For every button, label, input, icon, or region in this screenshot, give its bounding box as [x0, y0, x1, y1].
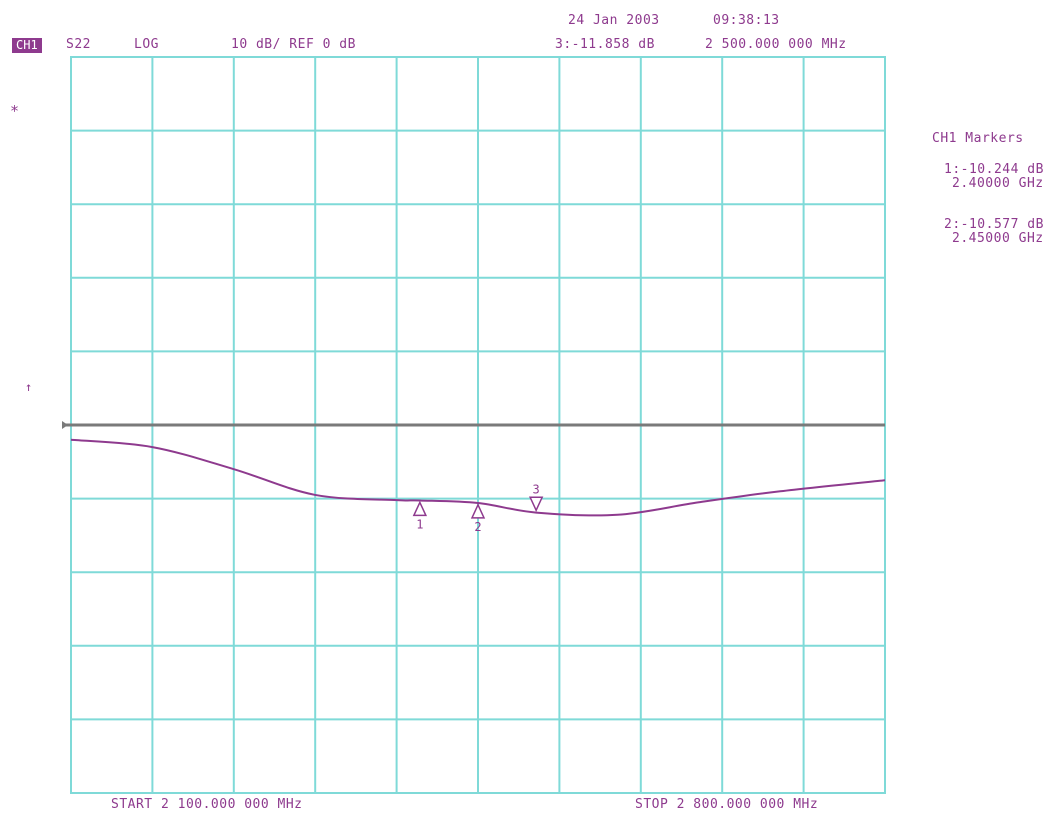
star-mark: *	[10, 102, 20, 120]
date-label: 24 Jan 2003	[568, 13, 660, 28]
marker-3-triangle	[528, 496, 544, 513]
active-marker-readout: 3:-11.858 dB	[555, 37, 655, 52]
trace-group	[70, 438, 886, 517]
marker-2-label: 2	[474, 520, 481, 534]
marker-3-label: 3	[533, 482, 540, 496]
markers-panel-title: CH1 Markers	[932, 131, 1024, 146]
marker-2-value: 2:-10.577 dB	[944, 217, 1044, 232]
marker-1-value: 1:-10.244 dB	[944, 162, 1044, 177]
markers-group: 1 2 3	[412, 482, 544, 534]
trace-line	[70, 438, 886, 517]
channel-indicator: CH1	[12, 38, 42, 53]
active-marker-frequency: 2 500.000 000 MHz	[705, 37, 847, 52]
start-frequency-label: START 2 100.000 000 MHz	[111, 797, 303, 812]
stop-frequency-label: STOP 2 800.000 000 MHz	[635, 797, 819, 812]
scale-label: 10 dB/ REF 0 dB	[231, 37, 356, 52]
marker-1-label: 1	[416, 517, 423, 531]
reference-line-group	[62, 421, 885, 429]
format-label: LOG	[134, 37, 159, 52]
marker-2-frequency: 2.45000 GHz	[952, 231, 1044, 246]
reference-arrow-icon: ↑	[25, 380, 33, 394]
marker-1-frequency: 2.40000 GHz	[952, 176, 1044, 191]
parameter-label: S22	[66, 37, 91, 52]
reference-pointer	[62, 421, 68, 429]
marker-1-triangle	[412, 500, 428, 517]
time-label: 09:38:13	[713, 13, 780, 28]
marker-2-triangle	[470, 503, 486, 519]
